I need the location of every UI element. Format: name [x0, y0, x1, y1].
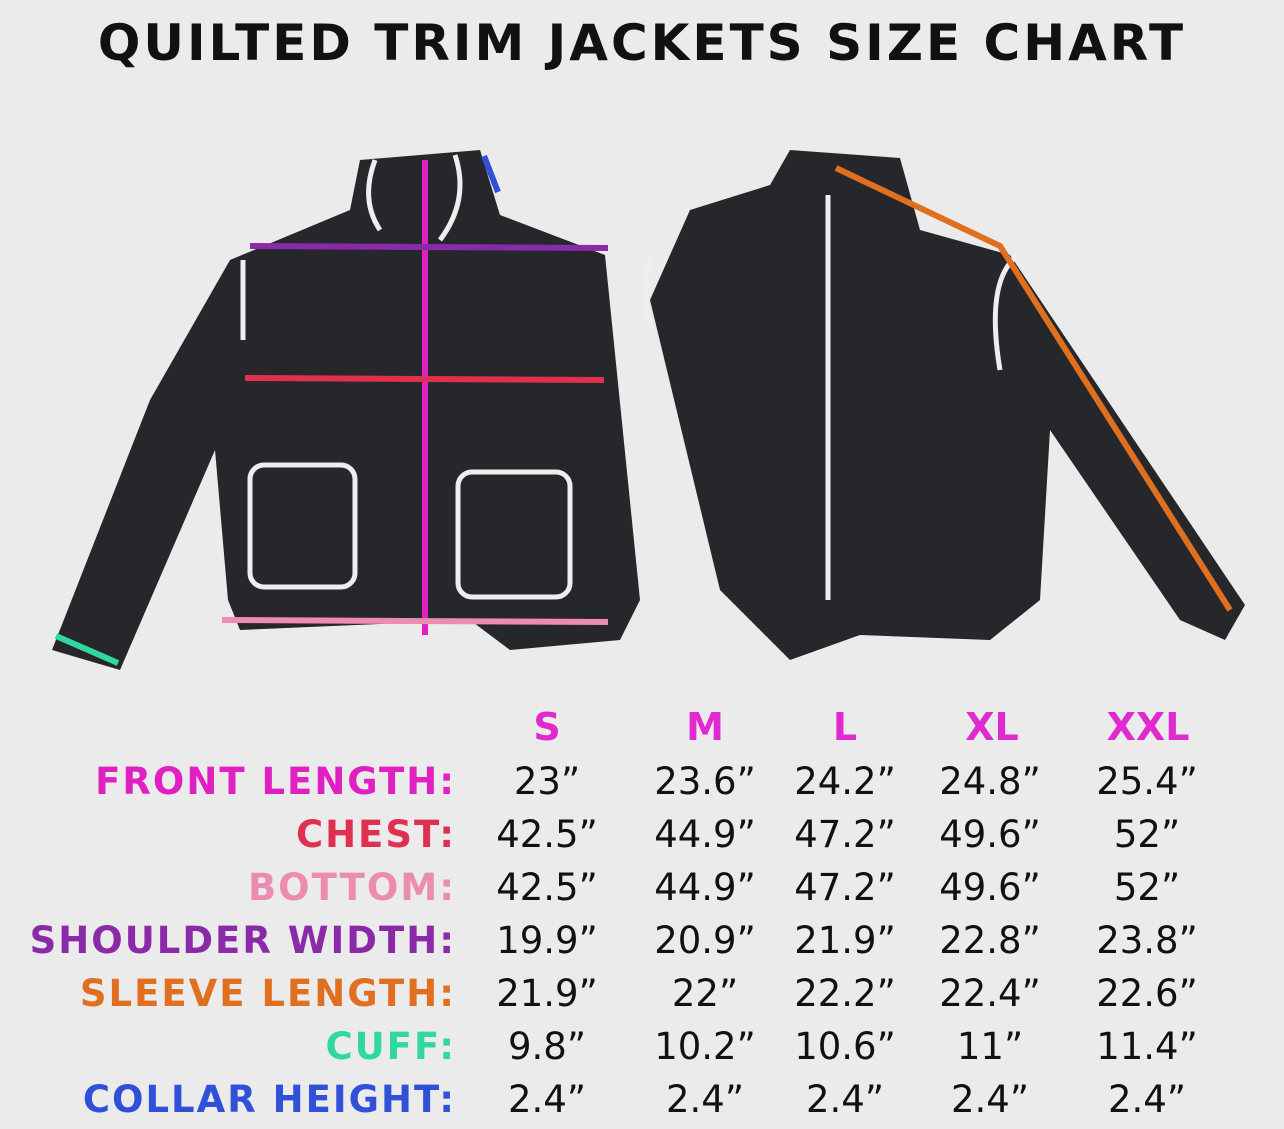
row-label-sleeve-length: SLEEVE LENGTH: [79, 972, 456, 1015]
cell-sleeve-length-s: 21.9” [496, 972, 598, 1015]
row-label-collar-height: COLLAR HEIGHT: [82, 1078, 456, 1121]
cell-shoulder-width-xxl: 23.8” [1096, 919, 1198, 962]
cell-bottom-l: 47.2” [794, 866, 896, 909]
cell-collar-height-s: 2.4” [507, 1078, 587, 1121]
cell-cuff-m: 10.2” [654, 1025, 756, 1068]
sleeve-length-line [834, 165, 1233, 612]
cell-front-length-xxl: 25.4” [1096, 760, 1198, 803]
cell-cuff-l: 10.6” [794, 1025, 896, 1068]
cell-chest-l: 47.2” [794, 813, 896, 856]
cell-chest-s: 42.5” [496, 813, 598, 856]
cell-bottom-xl: 49.6” [939, 866, 1041, 909]
cell-cuff-xl: 11” [956, 1025, 1024, 1068]
cell-chest-xxl: 52” [1113, 813, 1181, 856]
row-label-bottom: BOTTOM: [247, 866, 456, 909]
chest-line [244, 375, 605, 383]
page-title: QUILTED TRIM JACKETS SIZE CHART [97, 14, 1187, 72]
cell-collar-height-m: 2.4” [665, 1078, 745, 1121]
row-label-cuff: CUFF: [325, 1025, 456, 1068]
size-header-m: M [686, 705, 724, 749]
jacket-front-image [52, 150, 640, 670]
cell-chest-m: 44.9” [654, 813, 756, 856]
cell-sleeve-length-xl: 22.4” [939, 972, 1041, 1015]
cell-sleeve-length-xxl: 22.6” [1096, 972, 1198, 1015]
cell-cuff-xxl: 11.4” [1096, 1025, 1198, 1068]
shoulder-width-line [249, 243, 609, 251]
size-header-l: L [832, 705, 858, 749]
cell-shoulder-width-l: 21.9” [794, 919, 896, 962]
jacket-illustration [52, 150, 1245, 670]
row-label-shoulder-width: SHOULDER WIDTH: [29, 919, 456, 962]
cell-shoulder-width-s: 19.9” [496, 919, 598, 962]
collar-height-line [481, 154, 501, 194]
cell-collar-height-l: 2.4” [805, 1078, 885, 1121]
row-label-chest: CHEST: [295, 813, 456, 856]
cell-front-length-xl: 24.8” [939, 760, 1041, 803]
row-label-front-length: FRONT LENGTH: [95, 760, 456, 803]
bottom-line [221, 617, 609, 625]
cell-collar-height-xl: 2.4” [950, 1078, 1030, 1121]
jacket-back-image [642, 150, 1245, 660]
cell-collar-height-xxl: 2.4” [1107, 1078, 1187, 1121]
cell-bottom-xxl: 52” [1113, 866, 1181, 909]
cell-bottom-m: 44.9” [654, 866, 756, 909]
cuff-line [54, 633, 120, 666]
size-header-xl: XL [965, 705, 1019, 749]
size-header-s: S [533, 705, 561, 749]
cell-sleeve-length-m: 22” [671, 972, 739, 1015]
cell-bottom-s: 42.5” [496, 866, 598, 909]
cell-front-length-l: 24.2” [794, 760, 896, 803]
size-header-xxl: XXL [1106, 705, 1190, 749]
cell-front-length-m: 23.6” [654, 760, 756, 803]
cell-shoulder-width-m: 20.9” [654, 919, 756, 962]
cell-chest-xl: 49.6” [939, 813, 1041, 856]
cell-front-length-s: 23” [513, 760, 581, 803]
cell-sleeve-length-l: 22.2” [794, 972, 896, 1015]
cell-cuff-s: 9.8” [507, 1025, 587, 1068]
cell-shoulder-width-xl: 22.8” [939, 919, 1041, 962]
